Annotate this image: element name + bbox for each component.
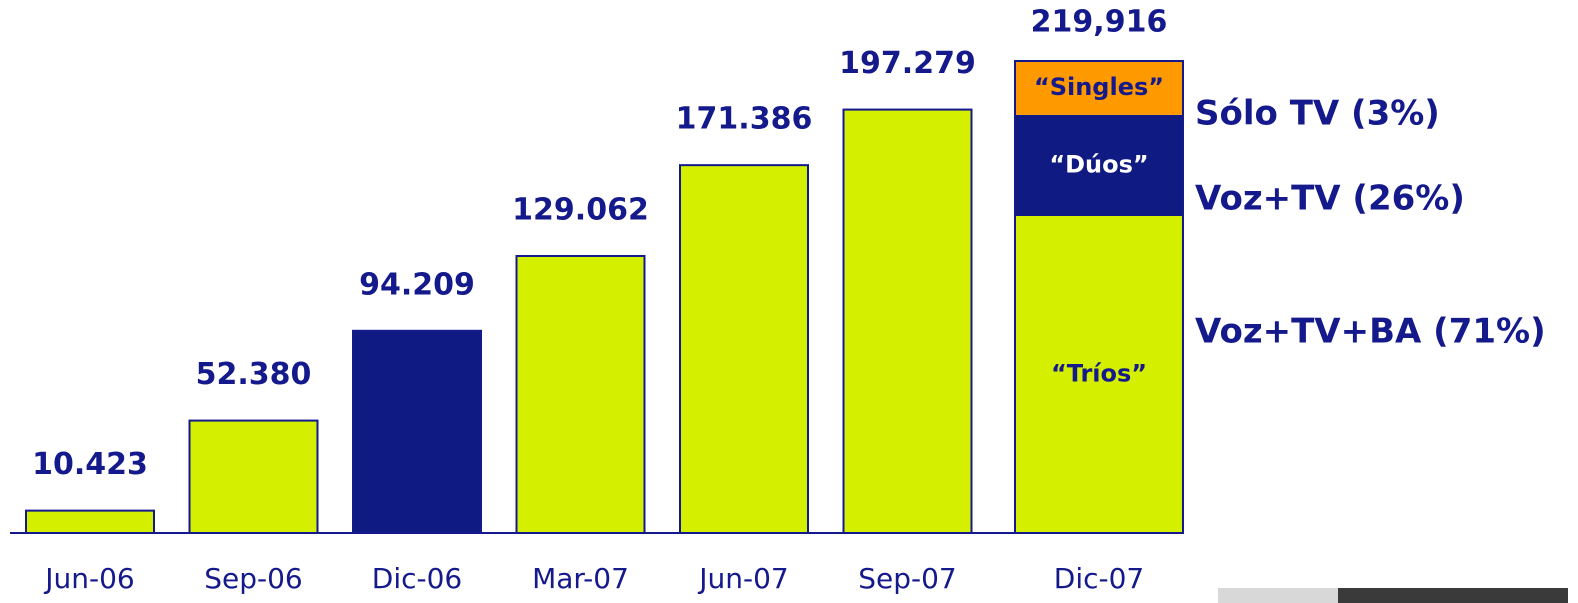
- x-tick-label: Dic-07: [1054, 562, 1144, 595]
- annotation: Voz+TV (26%): [1195, 179, 1465, 219]
- x-tick-label: Jun-06: [43, 562, 134, 595]
- x-tick-label: Jun-07: [697, 562, 788, 595]
- annotation: Sólo TV (3%): [1195, 94, 1440, 134]
- x-tick-label: Sep-07: [858, 562, 957, 595]
- bar: [26, 511, 154, 533]
- segment-label: “Tríos”: [1051, 359, 1147, 387]
- chart: 10.423 Jun-06 52.380 Sep-06 94.209 Dic-06 129.…: [0, 0, 1578, 603]
- x-tick-label: Dic-06: [372, 562, 462, 595]
- bar: [680, 165, 808, 533]
- value-label: 197.279: [839, 46, 976, 81]
- bar: [190, 421, 318, 533]
- value-label: 94.209: [359, 267, 475, 302]
- x-tick-label: Mar-07: [532, 562, 629, 595]
- value-label: 129.062: [512, 192, 649, 227]
- photo-fragment: [1218, 588, 1338, 603]
- x-tick-label: Sep-06: [204, 562, 303, 595]
- value-label: 52.380: [196, 357, 312, 392]
- annotation: Voz+TV+BA (71%): [1195, 312, 1546, 352]
- bar: [353, 331, 481, 533]
- value-label: 219,916: [1031, 5, 1168, 40]
- segment-label: “Dúos”: [1049, 150, 1148, 178]
- value-label: 10.423: [32, 447, 148, 482]
- bar: [844, 110, 972, 533]
- value-label: 171.386: [676, 102, 813, 137]
- segment-label: “Singles”: [1034, 73, 1164, 101]
- bar: [517, 256, 645, 533]
